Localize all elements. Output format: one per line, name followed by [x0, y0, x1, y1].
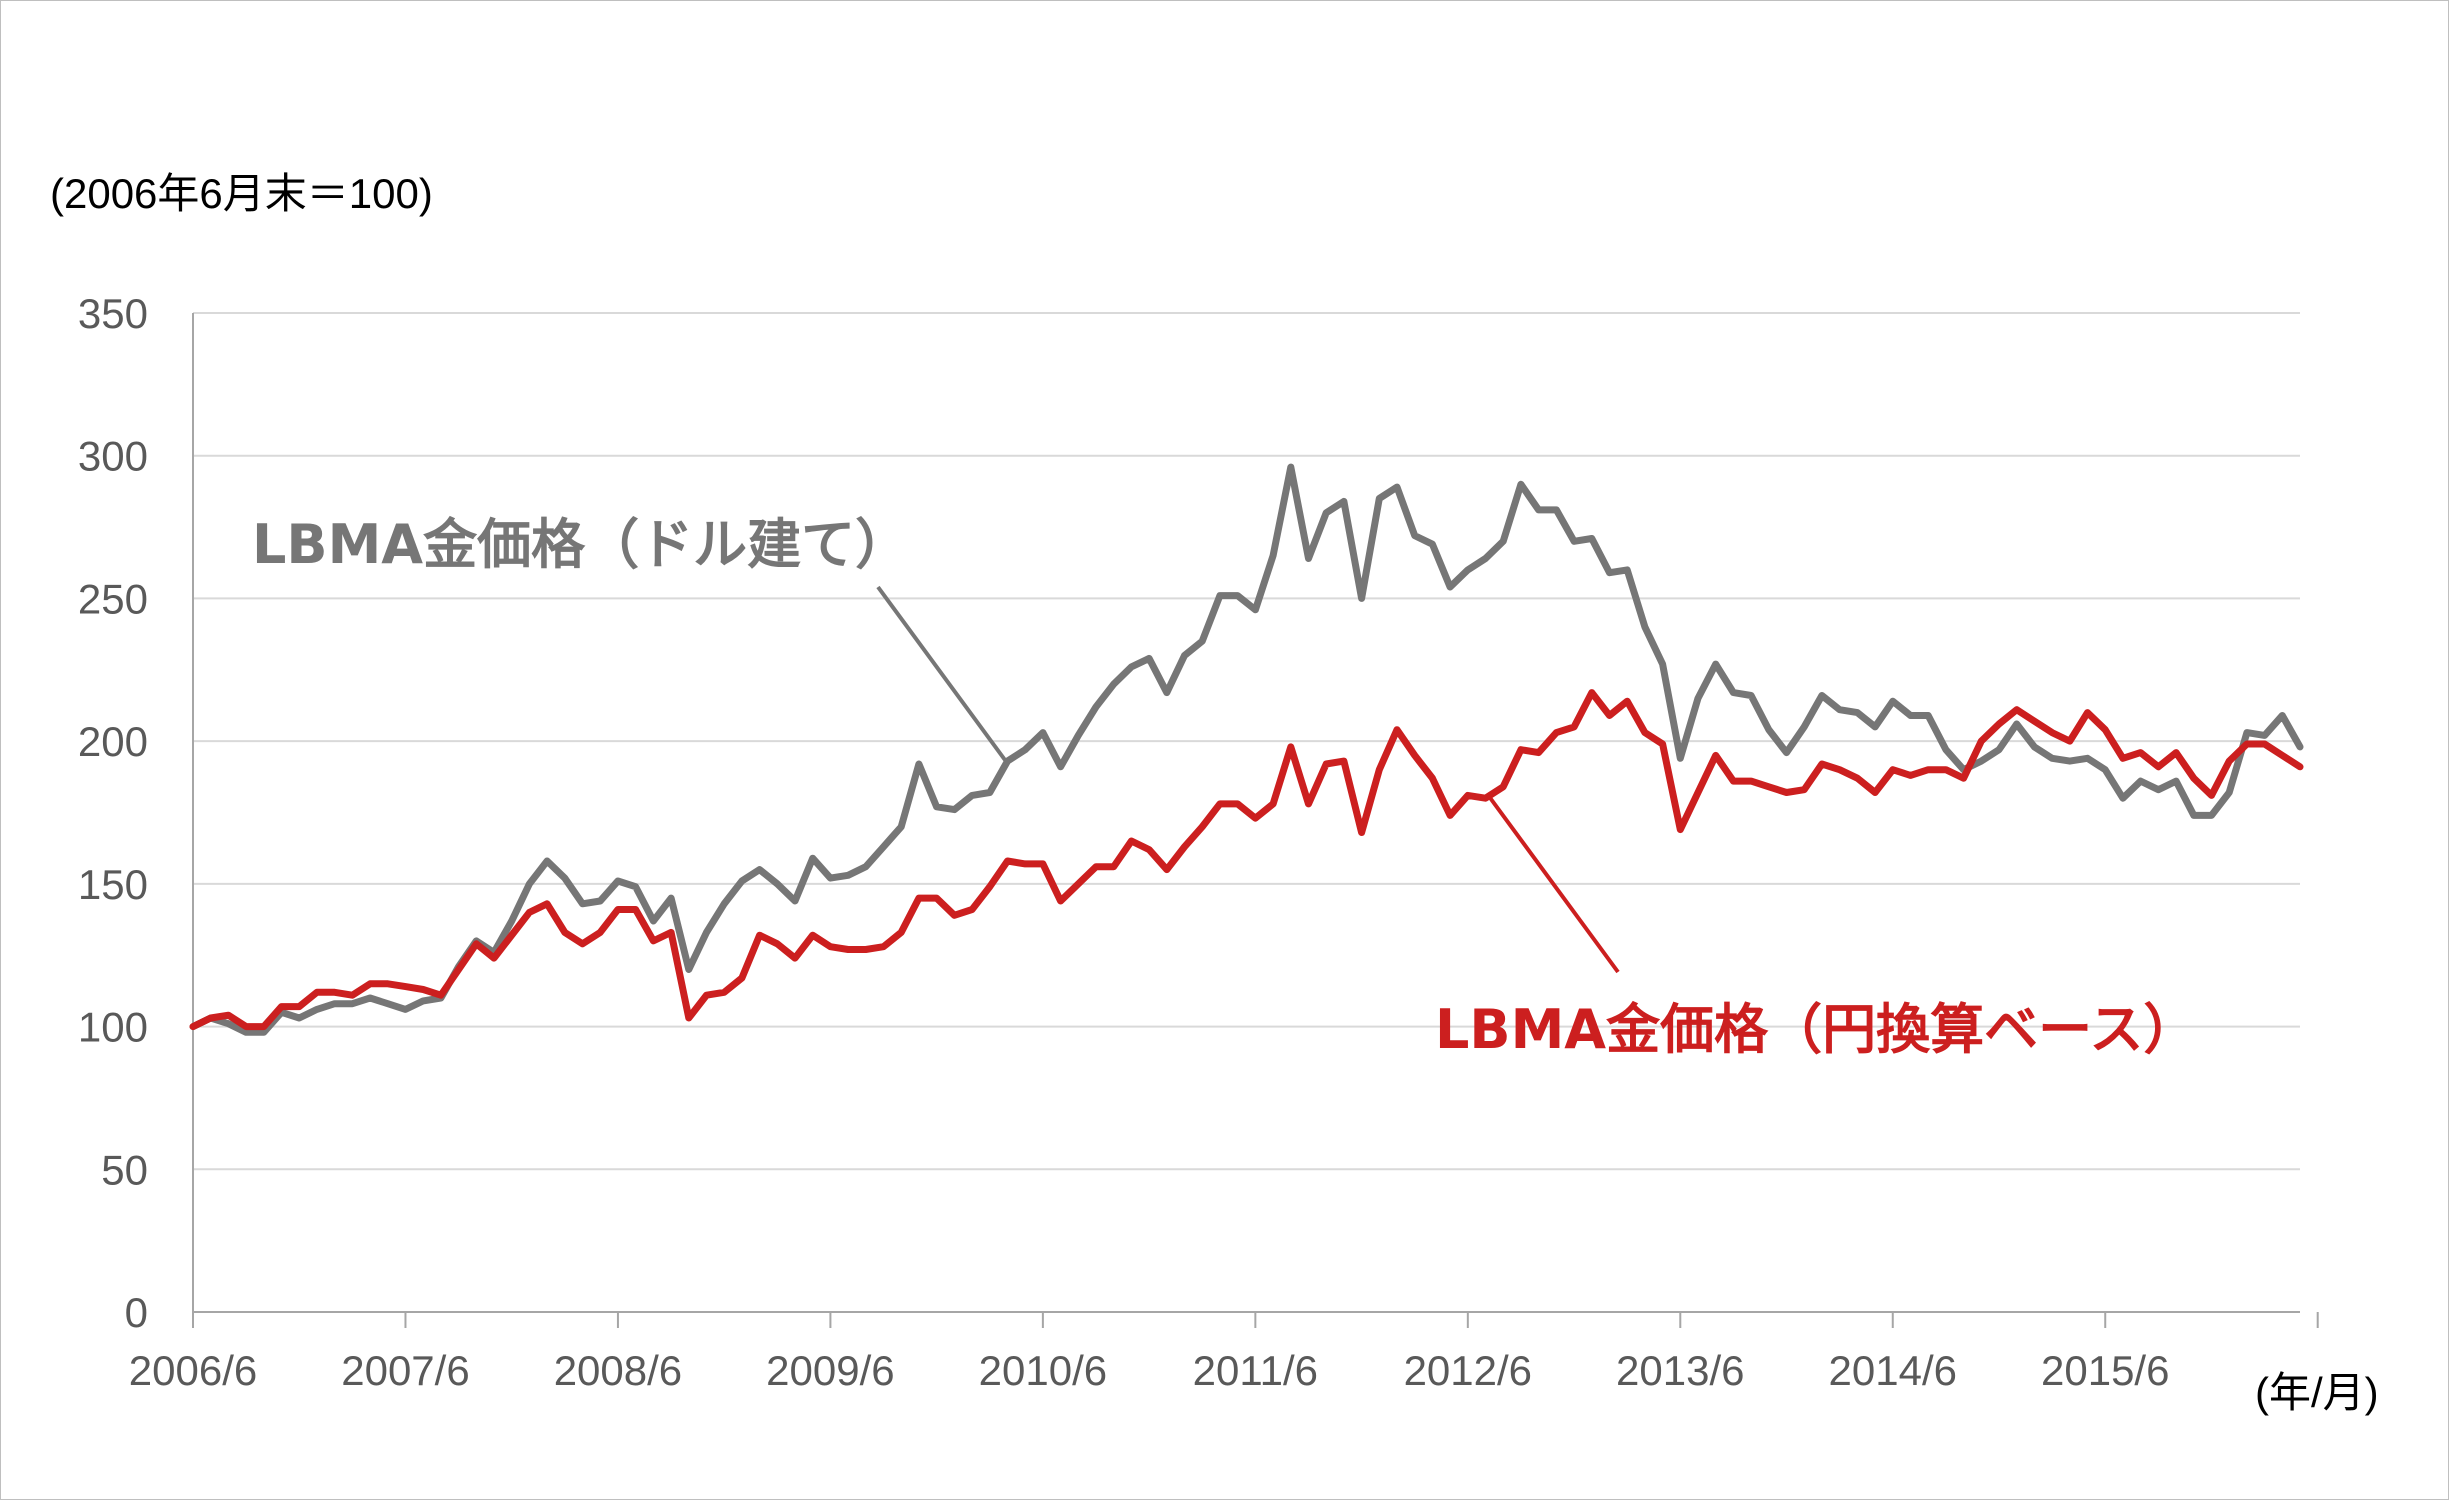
- y-unit-label: (2006年6月末＝100): [50, 170, 433, 217]
- x-tick-label: 2011/6: [1193, 1347, 1318, 1394]
- series-line-jpy: [189, 689, 2304, 1031]
- y-tick-label: 200: [78, 718, 148, 765]
- y-tick-label: 250: [78, 575, 148, 622]
- x-tick-label: 2012/6: [1404, 1347, 1532, 1394]
- annotations: LBMA金価格（ドル建て） LBMA金価格（円換算ベース）: [252, 513, 2197, 1061]
- x-tick-label: 2007/6: [341, 1347, 469, 1394]
- x-tick-label: 2008/6: [554, 1347, 682, 1394]
- axes: [192, 313, 2319, 1328]
- y-tick-label: 100: [78, 1004, 148, 1051]
- x-tick-label: 2015/6: [2041, 1347, 2169, 1394]
- x-tick-label: 2006/6: [129, 1347, 257, 1394]
- y-tick-label: 150: [78, 861, 148, 908]
- annotation-usd: LBMA金価格（ドル建て）: [252, 513, 909, 576]
- x-unit-label: (年/月): [2255, 1369, 2379, 1416]
- x-tick-label: 2009/6: [766, 1347, 894, 1394]
- y-tick-label: 0: [125, 1289, 148, 1336]
- leader-line-usd: [876, 585, 1007, 762]
- series-line-usd: [189, 463, 2304, 1036]
- y-tick-label: 50: [101, 1146, 148, 1193]
- x-tick-label: 2014/6: [1829, 1347, 1957, 1394]
- x-tick-label: 2013/6: [1616, 1347, 1744, 1394]
- series-lines: [189, 463, 2304, 1036]
- leader-line-jpy: [1486, 793, 1620, 974]
- annotation-jpy: LBMA金価格（円換算ベース）: [1435, 998, 2197, 1061]
- x-tick-label: 2010/6: [979, 1347, 1107, 1394]
- y-tick-label: 350: [78, 290, 148, 337]
- y-tick-label: 300: [78, 433, 148, 480]
- x-tick-labels: 2006/6 2007/6 2008/6 2009/6 2010/6 2011/6 2012…: [129, 1347, 2170, 1394]
- y-tick-labels: 0 50 100 150 200 250 300 350: [78, 290, 148, 1336]
